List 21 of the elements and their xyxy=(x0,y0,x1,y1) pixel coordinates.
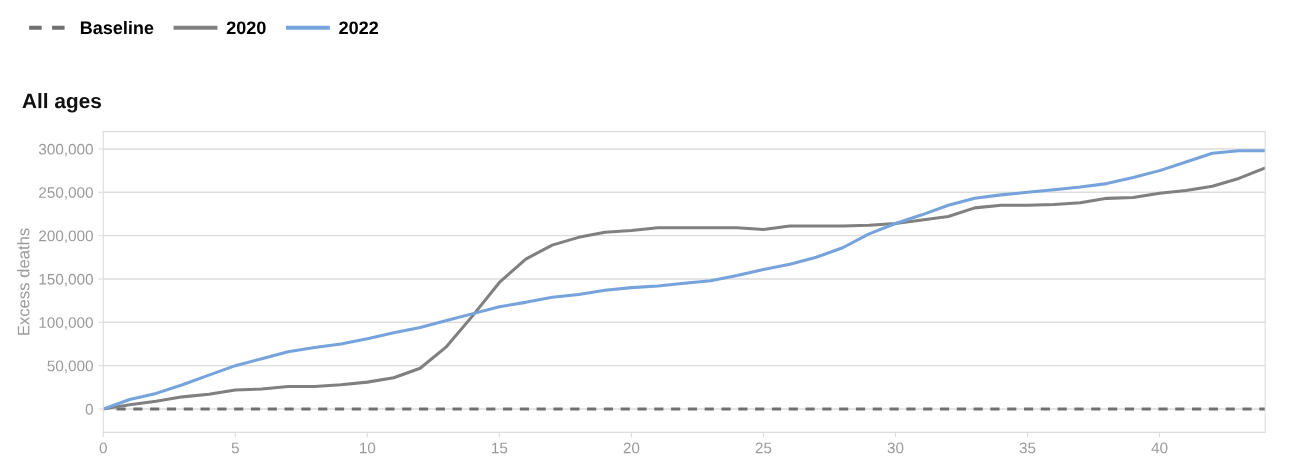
y-tick-label: 100,000 xyxy=(39,317,93,330)
x-tick-label: 20 xyxy=(623,442,640,454)
x-tick-label: 5 xyxy=(231,442,239,454)
legend-label: 2022 xyxy=(339,21,379,35)
x-tick-label: 0 xyxy=(99,442,107,454)
legend-label: Baseline xyxy=(80,20,154,35)
x-tick-label: 15 xyxy=(492,442,508,454)
y-tick-label: 0 xyxy=(85,403,93,415)
y-tick-label: 300,000 xyxy=(38,143,93,157)
x-tick-label: 40 xyxy=(1151,442,1168,454)
x-tick-label: 25 xyxy=(755,442,772,454)
x-tick-label: 35 xyxy=(1019,442,1036,454)
y-tick-label: 250,000 xyxy=(39,187,93,200)
y-tick-label: 200,000 xyxy=(39,230,93,244)
chart-title: All ages xyxy=(22,93,101,113)
legend-label: 2020 xyxy=(226,21,266,35)
y-tick-label: 150,000 xyxy=(39,273,93,287)
y-axis-title: Excess deaths xyxy=(17,228,30,335)
x-tick-label: 10 xyxy=(360,442,376,454)
x-tick-label: 30 xyxy=(887,442,904,454)
y-tick-label: 50,000 xyxy=(47,360,93,374)
